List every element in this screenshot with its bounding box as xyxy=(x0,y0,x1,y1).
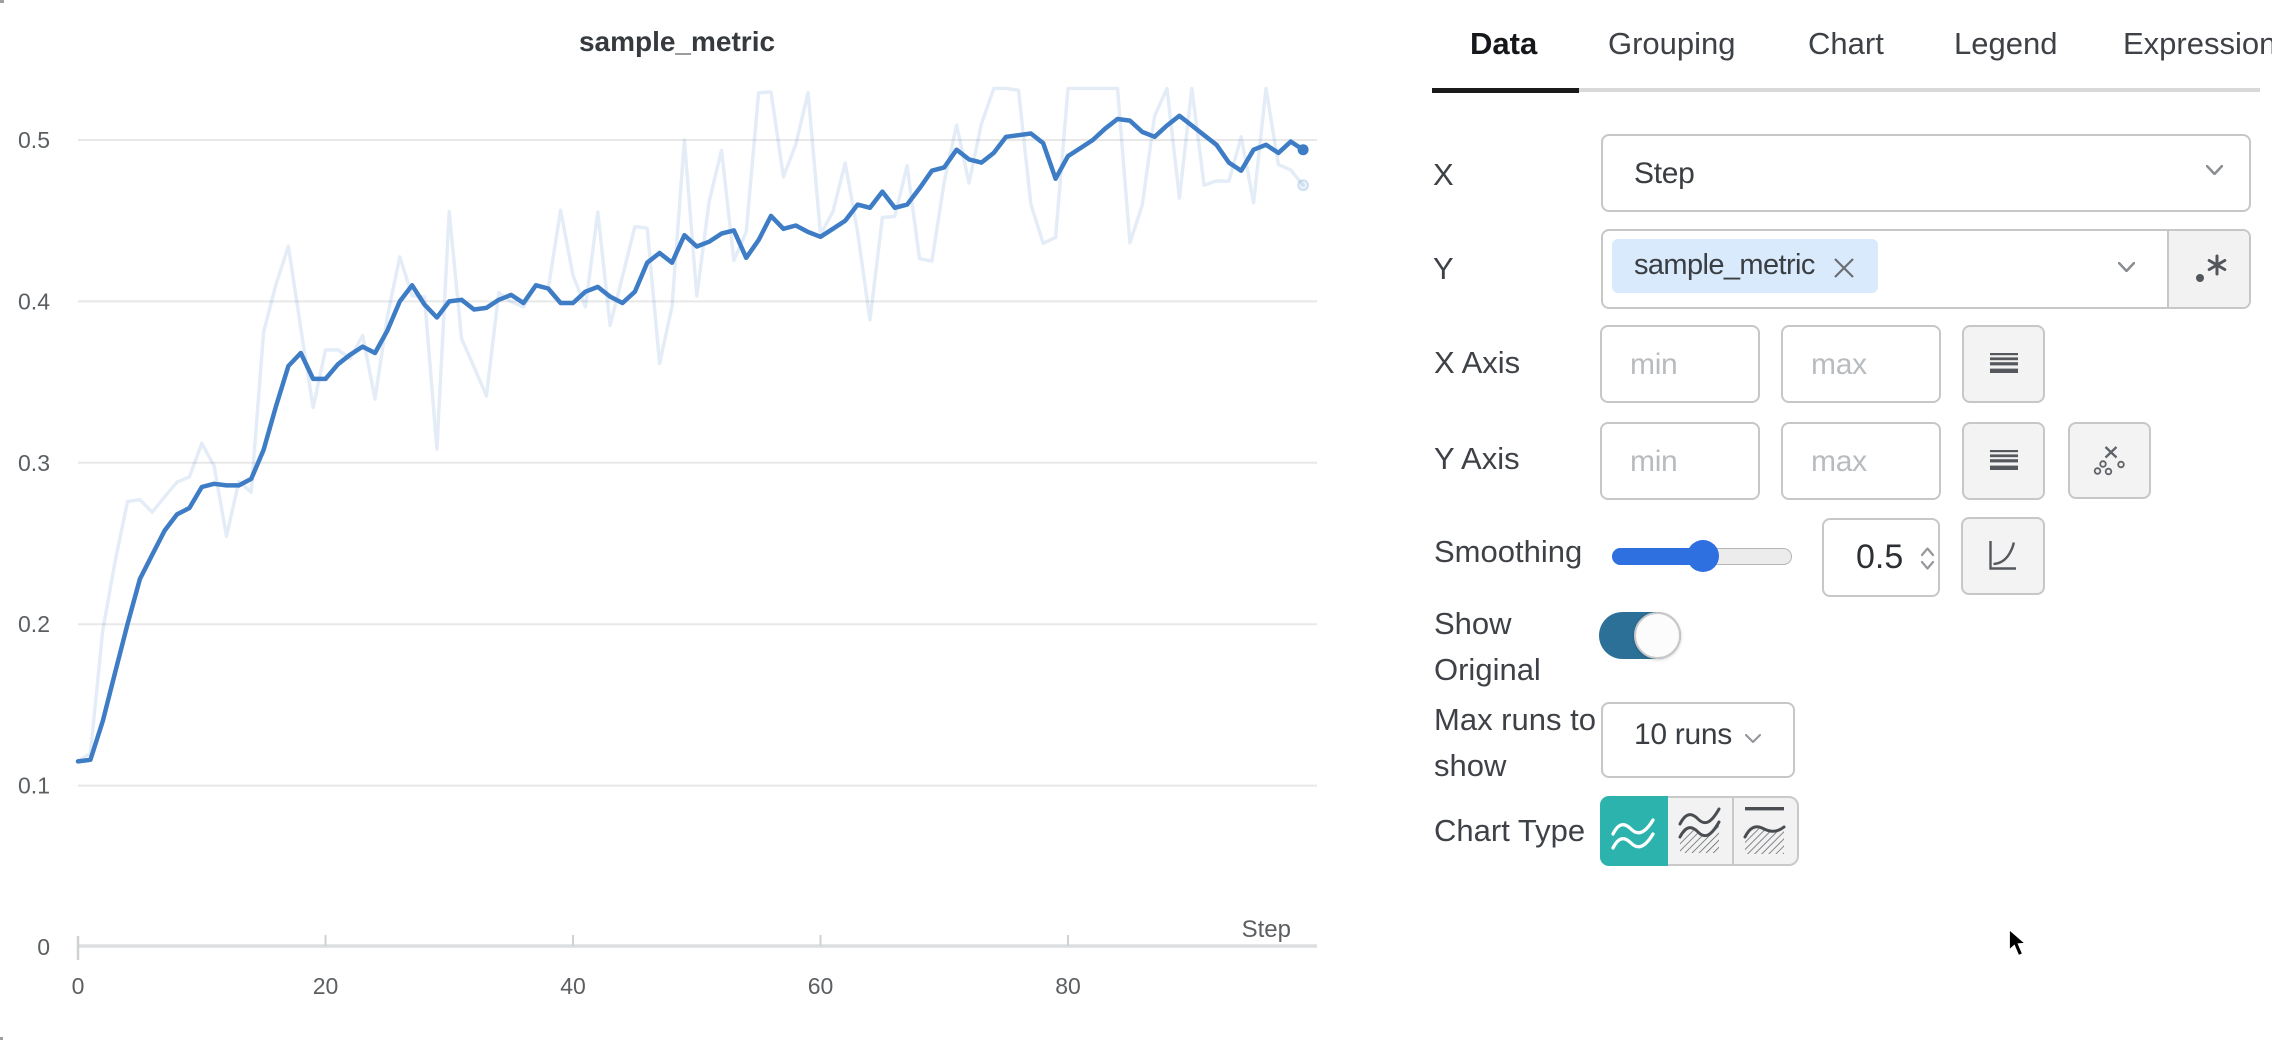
svg-text:40: 40 xyxy=(560,973,586,999)
svg-text:0.4: 0.4 xyxy=(18,288,50,314)
svg-text:Step: Step xyxy=(1242,916,1291,943)
svg-text:80: 80 xyxy=(1055,973,1081,999)
svg-text:0.5: 0.5 xyxy=(18,127,50,153)
svg-text:20: 20 xyxy=(313,973,339,999)
svg-text:sample_metric: sample_metric xyxy=(579,26,775,57)
svg-text:0: 0 xyxy=(37,934,50,960)
svg-text:0.2: 0.2 xyxy=(18,611,50,637)
svg-text:0: 0 xyxy=(72,973,85,999)
svg-text:0.3: 0.3 xyxy=(18,450,50,476)
svg-text:0.1: 0.1 xyxy=(18,773,50,799)
svg-text:60: 60 xyxy=(808,973,834,999)
